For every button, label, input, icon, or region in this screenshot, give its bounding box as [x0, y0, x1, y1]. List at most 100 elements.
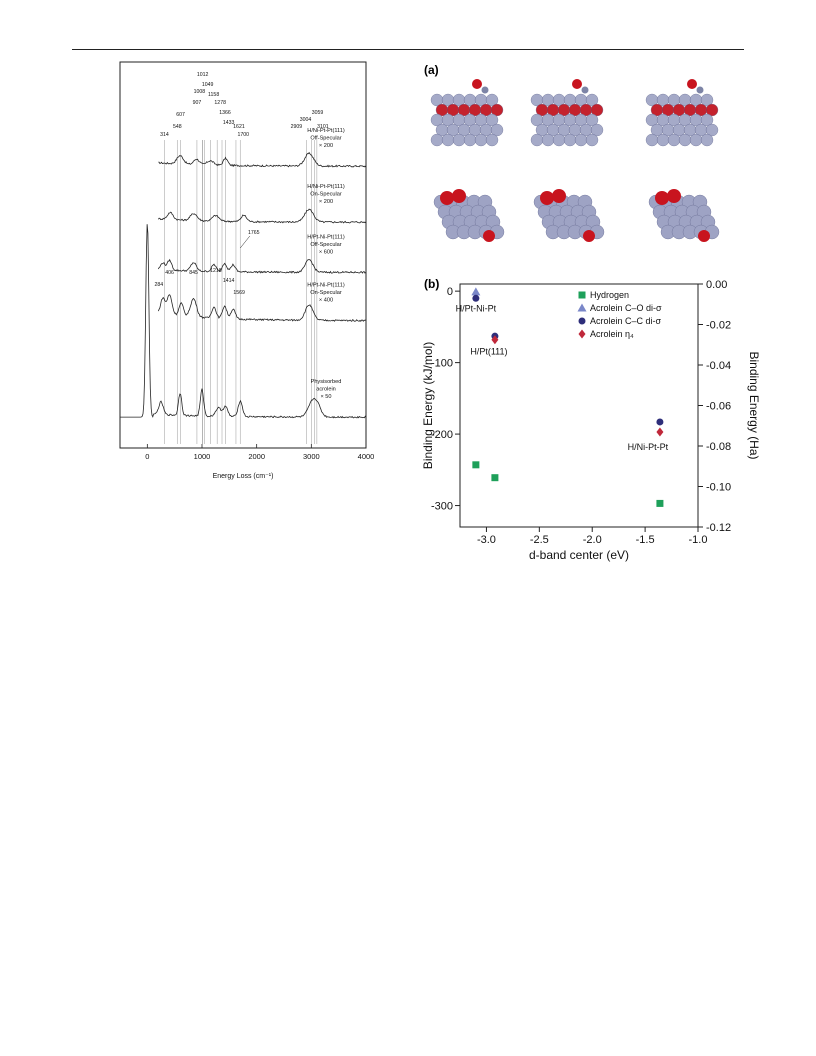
oxygen-atom	[452, 189, 466, 203]
series-label: × 200	[319, 143, 333, 149]
atom	[552, 133, 566, 147]
hydrogen-point	[656, 499, 664, 507]
atom	[485, 93, 499, 107]
oxygen-atom	[552, 189, 566, 203]
atom	[563, 133, 577, 147]
structure-top-1	[430, 79, 504, 147]
y-tick-label: -300	[431, 501, 453, 513]
y2-tick-label: 0.00	[706, 279, 727, 291]
x-tick-label: -1.5	[636, 534, 655, 546]
series-label: On-Specular	[310, 290, 342, 296]
atom	[430, 133, 444, 147]
series-label: × 50	[320, 394, 331, 400]
legend-marker	[578, 291, 586, 299]
series-label: On-Specular	[310, 192, 342, 198]
eels-frame	[119, 61, 367, 449]
series-label: Off-Specular	[310, 242, 341, 248]
point-label: H/Pt-Ni-Pt	[456, 303, 497, 313]
series-label: H/Pt-Ni-Pt(111)	[307, 234, 345, 240]
annotation-label: 1765	[248, 230, 260, 236]
peak-label: 1621	[233, 124, 245, 130]
structure-top-2	[530, 79, 604, 147]
structure-bottom-2	[533, 189, 605, 242]
y2-tick-label: -0.08	[706, 441, 731, 453]
atom	[490, 123, 504, 137]
annotation-label: 845	[189, 270, 198, 276]
peak-label: 1012	[197, 72, 209, 78]
series-label: × 600	[319, 249, 333, 255]
x-tick-label: 3000	[303, 452, 320, 461]
annotation-label: 1569	[233, 290, 245, 296]
annotation-label: 1414	[223, 278, 235, 284]
hydrogen-point	[491, 474, 499, 482]
x-tick-label: 2000	[248, 452, 265, 461]
atom	[474, 133, 488, 147]
series-label: × 400	[319, 298, 333, 304]
peak-label: 1049	[202, 82, 214, 88]
acrolein-point	[656, 427, 664, 437]
annotation-label: 1218	[210, 268, 222, 274]
panel-a-label: (a)	[424, 63, 439, 77]
oxygen-atom	[667, 189, 681, 203]
peak-label: 548	[173, 124, 182, 130]
atom	[689, 133, 703, 147]
spectrum-line	[157, 208, 366, 224]
atom	[705, 103, 719, 117]
series-label: acrolein	[316, 387, 336, 393]
annotation-leader	[240, 235, 251, 249]
atom	[485, 113, 499, 127]
peak-label: 607	[176, 112, 185, 118]
atom	[530, 133, 544, 147]
legend-label: Hydrogen	[590, 290, 629, 300]
atom	[485, 133, 499, 147]
x-tick-label: -2.5	[530, 534, 549, 546]
series-label: H/Ni-Pt-Pt(111)	[307, 184, 345, 190]
acrolein-point	[491, 335, 499, 345]
atom	[463, 133, 477, 147]
annotation-label: 284	[155, 282, 164, 288]
oxygen-atom	[440, 191, 454, 205]
point-label: H/Ni-Pt-Pt	[628, 442, 669, 452]
spectrum-line	[157, 258, 366, 274]
atom	[585, 113, 599, 127]
atom	[490, 103, 504, 117]
x-axis-label: d-band center (eV)	[529, 548, 629, 562]
peak-label: 3004	[300, 117, 312, 123]
atom	[585, 93, 599, 107]
x-tick-label: -2.0	[583, 534, 602, 546]
y2-tick-label: -0.10	[706, 482, 731, 494]
carbon-atom	[696, 86, 704, 94]
eels-spectra-figure: 314 548 607 907 1008 1012 1049 1158 1278 1366 1433…	[119, 61, 374, 480]
legend-marker	[578, 329, 586, 339]
peak-label: 1366	[219, 110, 231, 116]
atom	[667, 133, 681, 147]
acrolein-point	[656, 418, 664, 426]
series-label: Physisorbed	[311, 379, 342, 385]
peak-label: 1278	[214, 100, 226, 106]
header-rule	[72, 49, 744, 50]
atom	[590, 103, 604, 117]
y2-axis-label: Binding Energy (Ha)	[747, 351, 760, 459]
series-label: H/Pt-Ni-Pt(111)	[307, 283, 345, 289]
oxygen-atom	[583, 230, 595, 242]
x-tick-label: -3.0	[477, 534, 496, 546]
y-axis-label: Binding Energy (kJ/mol)	[421, 342, 435, 469]
x-tick-label: -1.0	[689, 534, 708, 546]
structure-bottom-1	[433, 189, 505, 242]
oxygen-atom	[472, 79, 482, 89]
oxygen-atom	[698, 230, 710, 242]
oxygen-atom	[540, 191, 554, 205]
hydrogen-point	[472, 461, 480, 469]
y-tick-label: 0	[447, 286, 453, 298]
oxygen-atom	[655, 191, 669, 205]
atom	[700, 133, 714, 147]
structure-top-3	[645, 79, 719, 147]
atom	[574, 133, 588, 147]
x-tick-label: 1000	[194, 452, 211, 461]
panel-a-structures: (a)	[424, 63, 720, 242]
peak-label: 2909	[291, 124, 303, 130]
x-axis-label: Energy Loss (cm⁻¹)	[213, 473, 274, 480]
atom	[441, 133, 455, 147]
carbon-atom	[581, 86, 589, 94]
legend-label: Acrolein η₄	[590, 329, 634, 339]
